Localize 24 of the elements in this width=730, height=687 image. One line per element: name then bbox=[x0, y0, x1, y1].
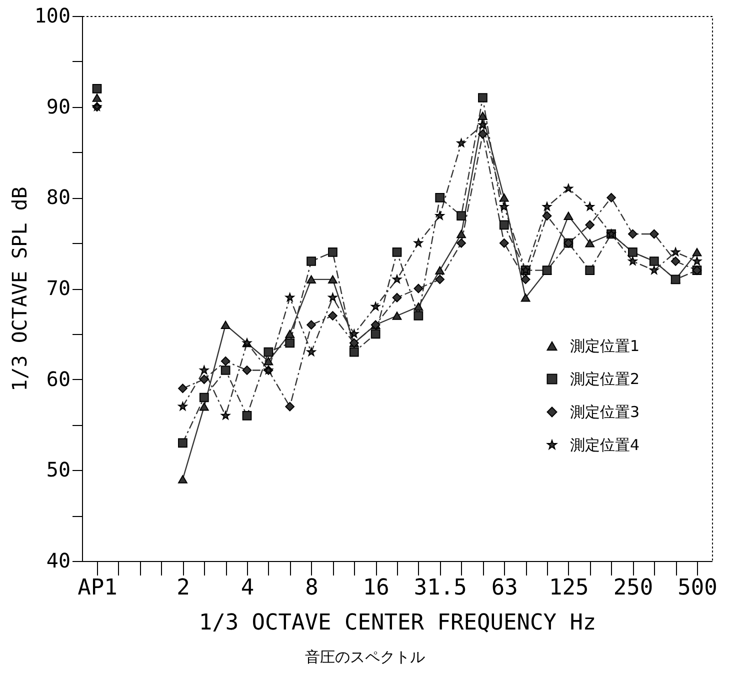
x-tick-label: 250 bbox=[613, 576, 654, 600]
x-tick-label: 125 bbox=[549, 576, 589, 600]
y-tick-label: 60 bbox=[46, 366, 70, 391]
x-tick-label: 4 bbox=[240, 576, 254, 600]
x-tick-label: 8 bbox=[305, 576, 318, 600]
y-tick-label: 100 bbox=[34, 4, 70, 28]
text: 音圧のスペクトル bbox=[304, 648, 426, 667]
y-axis-title: 1/3 OCTAVE SPL dB bbox=[7, 186, 32, 392]
y-tick-label: 50 bbox=[46, 458, 70, 482]
legend-label: 測定位置1 bbox=[570, 337, 640, 355]
x-tick-label: 31.5 bbox=[414, 576, 467, 600]
y-tick-label: 80 bbox=[46, 185, 70, 210]
x-tick-label: 2 bbox=[176, 576, 190, 600]
x-tick-label: AP1 bbox=[78, 576, 118, 600]
y-tick-label: 40 bbox=[46, 548, 70, 572]
x-tick-label: 500 bbox=[678, 576, 718, 600]
legend-label: 測定位置3 bbox=[570, 403, 640, 421]
x-axis-title: 1/3 OCTAVE CENTER FREQUENCY Hz bbox=[198, 610, 596, 636]
x-tick-label: 16 bbox=[362, 576, 390, 600]
y-tick-label: 90 bbox=[46, 94, 70, 118]
x-tick-label: 63 bbox=[491, 576, 518, 600]
y-tick-label: 70 bbox=[46, 276, 70, 300]
legend-label: 測定位置2 bbox=[570, 370, 640, 388]
legend-label: 測定位置4 bbox=[570, 436, 640, 454]
